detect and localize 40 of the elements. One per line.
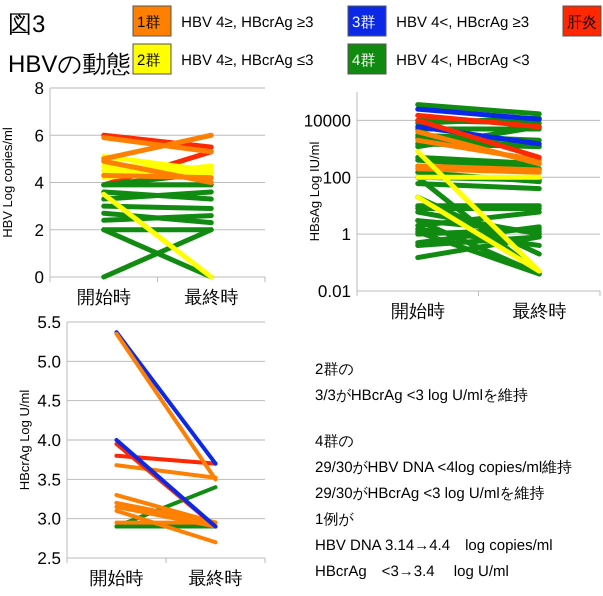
y-tick-label: 8 xyxy=(34,79,44,98)
text: 2群 HBV 4≥, HBcrAg ≤3 xyxy=(137,52,314,69)
text: 1群 HBV 4≥, HBcrAg ≥3 xyxy=(137,14,314,31)
x-tick-label: 開始時 xyxy=(390,301,445,321)
x-tick-label: 最終時 xyxy=(188,568,242,588)
y-tick-label: 0.01 xyxy=(318,282,351,301)
y-tick-label: 4.0 xyxy=(37,431,61,450)
chart-title: 図3 xyxy=(8,11,46,38)
y-tick-label: 0 xyxy=(34,268,44,287)
text: 1例が xyxy=(315,511,354,528)
text: 4群 HBV 4<, HBcrAg <3 xyxy=(352,52,530,69)
y-tick-label: 2 xyxy=(34,220,44,240)
x-tick-label: 開始時 xyxy=(76,287,131,307)
text: 29/30がHBV DNA <4log copies/ml維持 xyxy=(315,459,572,476)
y-tick-label: 10000 xyxy=(304,111,351,130)
text: 3群 HBV 4<, HBcrAg ≥3 xyxy=(352,14,530,31)
y-tick-label: 2.5 xyxy=(37,549,61,568)
text: 29/30がHBcrAg <3 log U/mlを維持 xyxy=(315,485,545,502)
chart-subtitle: HBVの動態 xyxy=(8,51,130,78)
y-axis-title: HBcrAg Log U/ml xyxy=(17,390,32,490)
text: 3/3がHBcrAg <3 log U/mlを維持 xyxy=(315,387,528,404)
text: HBcrAg <3→3.4 log U/ml xyxy=(315,563,509,580)
text: 4群の xyxy=(315,433,354,450)
y-axis-title: HBsAg Log IU/ml xyxy=(307,142,322,242)
y-tick-label: 4.5 xyxy=(37,392,61,411)
y-tick-label: 5.0 xyxy=(37,352,61,372)
x-tick-label: 最終時 xyxy=(184,287,238,307)
y-tick-label: 1 xyxy=(342,225,351,244)
y-tick-label: 3.0 xyxy=(37,510,61,529)
y-tick-label: 100 xyxy=(322,168,351,188)
text: 2群の xyxy=(315,361,354,378)
y-tick-label: 5.5 xyxy=(37,313,61,332)
x-tick-label: 最終時 xyxy=(512,301,566,321)
y-axis-title: HBV Log copies/ml xyxy=(0,127,15,238)
y-tick-label: 6 xyxy=(34,126,44,146)
text: 肝炎 xyxy=(567,14,597,31)
y-tick-label: 4 xyxy=(34,174,44,192)
y-tick-label: 3.5 xyxy=(37,470,61,490)
x-tick-label: 開始時 xyxy=(90,568,144,588)
text: HBV DNA 3.14→4.4 log copies/ml xyxy=(315,537,553,554)
